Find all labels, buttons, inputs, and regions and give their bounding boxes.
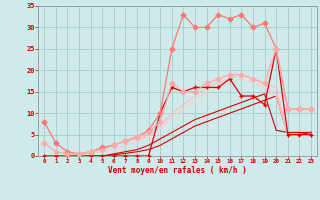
X-axis label: Vent moyen/en rafales ( km/h ): Vent moyen/en rafales ( km/h ) [108,166,247,175]
